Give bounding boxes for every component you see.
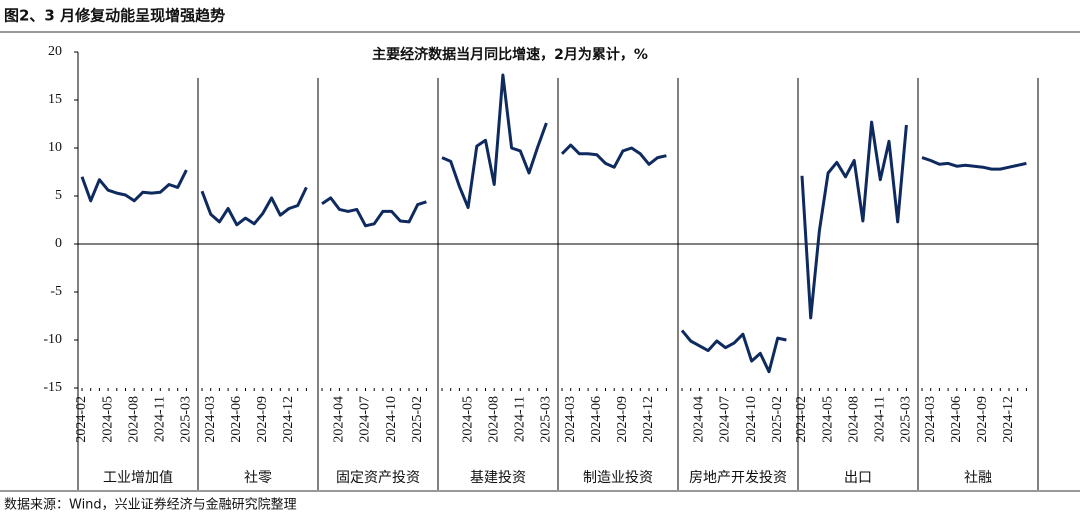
- x-tick-label: 2024-06: [949, 396, 964, 443]
- x-tick-label: 2024-09: [255, 396, 270, 443]
- x-tick-label: 2024-10: [384, 396, 399, 443]
- x-tick-label: 2024-08: [486, 396, 501, 443]
- x-tick-label: 2024-03: [923, 396, 938, 443]
- group-label: 工业增加值: [103, 470, 173, 486]
- y-tick-label: -10: [43, 332, 62, 347]
- x-tick-label: 2024-07: [358, 396, 373, 443]
- group-label: 社零: [244, 470, 272, 486]
- x-tick-label: 2024-04: [332, 396, 347, 443]
- x-tick-label: 2024-11: [873, 396, 888, 442]
- figure-title: 图2、3 月修复动能呈现增强趋势: [4, 7, 225, 25]
- x-tick-label: 2024-04: [692, 396, 707, 443]
- y-tick-label: -15: [43, 380, 62, 395]
- x-tick-label: 2025-02: [410, 396, 425, 443]
- group-label: 房地产开发投资: [689, 470, 787, 486]
- x-tick-label: 2024-06: [229, 396, 244, 443]
- x-tick-label: 2024-09: [615, 396, 630, 443]
- series-line: [921, 156, 1027, 171]
- x-tick-label: 2024-02: [74, 396, 89, 443]
- source-note: 数据来源：Wind，兴业证券经济与金融研究院整理: [4, 497, 297, 513]
- series-line: [560, 143, 667, 169]
- y-tick-label: -5: [50, 284, 62, 299]
- x-tick-label: 2024-05: [100, 396, 115, 443]
- x-tick-label: 2024-03: [563, 396, 578, 443]
- series-line: [441, 73, 548, 209]
- y-tick-label: 5: [55, 188, 62, 203]
- series-line: [800, 120, 908, 320]
- x-tick-label: 2024-05: [820, 396, 835, 443]
- x-tick-label: 2024-02: [794, 396, 809, 443]
- x-tick-label: 2024-08: [846, 396, 861, 443]
- x-tick-label: 2024-12: [281, 396, 296, 443]
- x-tick-label: 2024-11: [153, 396, 168, 442]
- x-tick-label: 2025-03: [899, 396, 914, 443]
- series-line: [80, 169, 188, 203]
- x-tick-label: 2024-07: [718, 396, 733, 443]
- x-tick-label: 2024-05: [460, 396, 475, 443]
- x-tick-label: 2025-02: [770, 396, 785, 443]
- x-tick-label: 2025-03: [539, 396, 554, 443]
- x-tick-label: 2024-12: [1001, 396, 1016, 443]
- y-tick-label: 10: [48, 140, 62, 155]
- x-tick-label: 2024-11: [513, 396, 528, 442]
- y-tick-label: 20: [48, 44, 62, 59]
- group-label: 制造业投资: [583, 470, 653, 486]
- series-line: [200, 186, 308, 227]
- group-label: 社融: [964, 470, 992, 486]
- group-label: 出口: [844, 470, 872, 486]
- x-tick-label: 2025-03: [179, 396, 194, 443]
- y-tick-label: 15: [48, 92, 62, 107]
- x-tick-label: 2024-12: [641, 396, 656, 443]
- x-tick-label: 2024-09: [975, 396, 990, 443]
- x-tick-label: 2024-06: [589, 396, 604, 443]
- y-tick-label: 0: [55, 236, 62, 251]
- group-label: 基建投资: [470, 469, 526, 486]
- x-tick-label: 2024-08: [126, 396, 141, 443]
- chart-title: 主要经济数据当月同比增速，2月为累计，%: [372, 46, 648, 63]
- series-line: [680, 329, 787, 374]
- x-tick-label: 2024-10: [744, 396, 759, 443]
- series-line: [321, 196, 427, 228]
- group-label: 固定资产投资: [336, 470, 420, 486]
- x-tick-label: 2024-03: [203, 396, 218, 443]
